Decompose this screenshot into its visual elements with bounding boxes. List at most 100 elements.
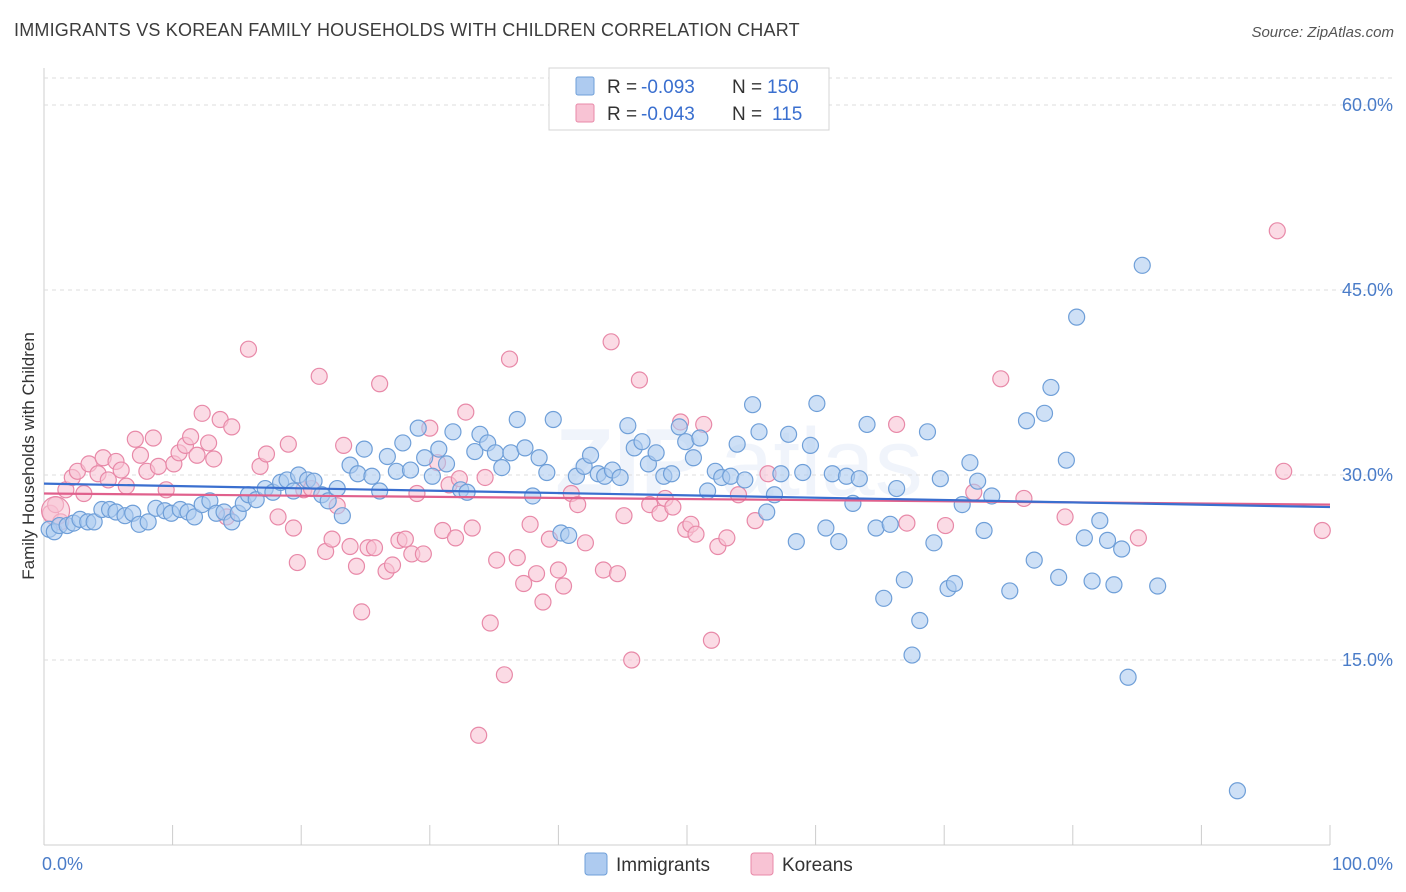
- koreans-point: [205, 450, 223, 468]
- immigrants-point: [530, 449, 548, 467]
- immigrants-point: [728, 435, 746, 453]
- immigrants-point: [85, 513, 103, 531]
- immigrants-point: [363, 467, 381, 485]
- immigrants-trendline: [43, 482, 1331, 509]
- immigrants-point: [1098, 531, 1117, 549]
- koreans-point: [508, 549, 526, 567]
- koreans-point: [702, 631, 721, 649]
- immigrants-point: [1149, 577, 1167, 595]
- koreans-point: [569, 496, 587, 514]
- koreans-point: [335, 436, 353, 454]
- immigrants-point: [486, 444, 504, 462]
- immigrants-point: [684, 449, 703, 467]
- immigrants-point: [722, 467, 740, 485]
- legend-n-label-immigrants: N =: [732, 77, 767, 98]
- koreans-point: [527, 565, 546, 583]
- koreans-point: [446, 529, 465, 547]
- koreans-point: [623, 651, 641, 669]
- immigrants-point: [931, 470, 949, 488]
- immigrants-point: [466, 442, 484, 461]
- legend-n-label-koreans: N =: [732, 104, 767, 125]
- koreans-point: [500, 350, 519, 368]
- immigrants-point: [387, 462, 405, 480]
- koreans-point: [347, 557, 366, 575]
- immigrants-point: [750, 423, 768, 441]
- koreans-point: [463, 519, 481, 537]
- immigrants-point: [1025, 551, 1043, 569]
- koreans-point: [1015, 489, 1033, 508]
- koreans-point: [223, 418, 241, 436]
- immigrants-point: [743, 396, 762, 414]
- immigrants-point: [544, 410, 562, 429]
- koreans-point: [481, 614, 499, 632]
- koreans-point: [112, 461, 130, 479]
- koreans-point: [341, 537, 359, 556]
- koreans-point: [718, 529, 736, 547]
- immigrants-point: [371, 482, 389, 500]
- koreans-point: [457, 403, 475, 421]
- immigrants-point: [670, 418, 688, 436]
- koreans-point: [888, 415, 906, 434]
- immigrants-point: [691, 429, 709, 447]
- immigrants-point: [925, 534, 943, 552]
- koreans-point: [434, 521, 452, 540]
- koreans-point: [615, 507, 633, 525]
- koreans-point: [193, 404, 211, 422]
- koreans-point: [470, 726, 488, 744]
- koreans-point: [515, 574, 533, 593]
- koreans-point: [746, 512, 764, 530]
- immigrants-point: [1228, 782, 1247, 800]
- koreans-point: [365, 539, 384, 557]
- immigrants-point: [969, 472, 987, 490]
- legend-swatch-immigrants: [575, 76, 595, 96]
- immigrants-point: [416, 449, 434, 467]
- immigrants-point: [647, 444, 665, 462]
- immigrants-point: [1119, 668, 1137, 686]
- koreans-point: [630, 371, 649, 389]
- immigrants-point: [918, 423, 937, 441]
- immigrants-point: [560, 526, 578, 545]
- koreans-point: [664, 498, 682, 516]
- immigrants-point: [378, 447, 396, 466]
- koreans-point: [269, 508, 287, 526]
- legend-n-value-immigrants: 150: [767, 77, 799, 98]
- immigrants-point: [875, 589, 893, 607]
- koreans-point: [521, 515, 539, 533]
- immigrants-point: [975, 521, 993, 540]
- immigrants-point: [619, 417, 637, 435]
- legend-r-label-koreans: R =: [607, 104, 642, 125]
- immigrants-point: [1105, 576, 1123, 594]
- koreans-point: [687, 525, 705, 543]
- koreans-point: [936, 516, 955, 535]
- immigrants-point: [787, 532, 805, 551]
- legend-r-label-immigrants: R =: [607, 77, 642, 98]
- koreans-point: [414, 545, 432, 563]
- bottom-legend-label-koreans: Koreans: [782, 855, 853, 876]
- immigrants-point: [779, 425, 798, 443]
- immigrants-point: [516, 439, 534, 457]
- legend-swatch-koreans: [575, 103, 595, 123]
- koreans-point: [288, 553, 306, 572]
- koreans-point: [149, 457, 168, 475]
- bottom-legend-swatch-immigrants: [584, 852, 608, 876]
- koreans-point: [279, 435, 297, 453]
- koreans-point: [131, 446, 150, 464]
- koreans-point: [488, 551, 506, 569]
- koreans-point: [495, 666, 513, 684]
- immigrants-point: [333, 507, 351, 525]
- immigrants-point: [437, 455, 456, 473]
- immigrants-point: [1035, 404, 1054, 422]
- koreans-point: [188, 446, 206, 464]
- immigrants-point: [817, 519, 835, 537]
- immigrants-point: [581, 446, 600, 464]
- immigrants-point: [808, 394, 826, 413]
- x-tick-label-min: 0.0%: [42, 854, 83, 874]
- chart-title: IMMIGRANTS VS KOREAN FAMILY HOUSEHOLDS W…: [14, 20, 800, 40]
- koreans-point: [1056, 508, 1074, 526]
- koreans-point: [476, 468, 494, 487]
- immigrants-point: [758, 503, 776, 521]
- koreans-point: [284, 519, 303, 537]
- immigrants-point: [430, 440, 448, 458]
- immigrants-point: [508, 410, 526, 429]
